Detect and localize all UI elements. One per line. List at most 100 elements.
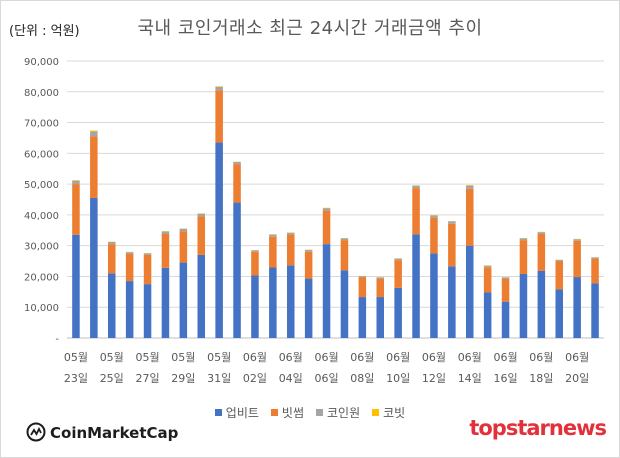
x-tick-label-day: 14일 [458,371,482,385]
bar-segment [591,283,599,338]
legend-label: 빗썸 [281,406,304,420]
legend-swatch [316,409,323,416]
x-tick-label-month: 05월 [100,351,124,364]
x-tick-label-day: 04일 [279,371,303,385]
x-tick-label-day: 25일 [100,371,124,385]
legend-label: 업비트 [225,406,259,420]
bar-segment [555,289,564,338]
bar-segment [501,301,510,338]
bar-segment [161,231,170,234]
x-tick-label-month: 06월 [458,351,482,364]
bar-segment [448,221,456,224]
bar-segment [233,161,241,165]
y-tick-label: 90,000 [24,57,59,68]
bar-segment [197,213,206,217]
bar-segment [537,270,546,338]
x-tick-label-month: 05월 [171,351,195,364]
bar-segment [72,180,80,185]
x-tick-label-month: 05월 [64,351,88,364]
bar-segment [233,202,241,338]
bar-segment [90,130,98,132]
legend-item: 업비트 [214,404,259,421]
bar-segment [304,251,313,279]
bar-segment [448,266,456,338]
bar-segment [125,252,134,254]
bar-segment [519,240,528,274]
bar-segment [394,260,402,288]
bar-segment [179,262,188,338]
bar-segment [143,284,152,338]
y-tick-label: - [55,334,59,345]
chart-plot: - 10,000 20,000 30,000 40,000 50,000 60,000 70,… [24,57,604,385]
bar-segment [555,261,564,290]
bar-segment [537,233,546,271]
bar-segment [555,259,564,262]
coinmarketcap-text: CoinMarketCap [50,424,179,442]
x-tick-label-month: 06월 [314,351,338,364]
bar-segment [340,238,349,241]
bar-segment [304,249,313,252]
topstarnews-logo: topstarnews [469,416,607,440]
bar-segment [90,136,98,198]
bar-segment [251,251,259,276]
x-tick-label-month: 06월 [350,351,374,364]
bar-segment [394,258,402,261]
coinmarketcap-icon [26,422,46,442]
bar-segment [537,232,546,234]
bar-segment [215,142,223,338]
bar-segment [376,277,385,279]
legend-item: 코빗 [372,404,405,421]
bar-segment [107,244,116,274]
unit-label: (단위 : 억원) [9,24,80,39]
bar-segment [251,250,259,252]
bar-segment [215,86,223,87]
bar-segment [322,210,331,245]
bar-segment [143,253,152,255]
bar-segment [430,215,438,218]
y-tick-label: 40,000 [24,211,59,222]
legend-item: 코인원 [316,404,360,421]
bar-segment [376,297,385,338]
bar-segment [501,278,510,302]
bar-segment [412,185,420,189]
x-tick-label-month: 06월 [493,351,517,364]
bar-segment [358,277,367,298]
bar-segment [573,277,581,338]
x-tick-label-month: 06월 [386,351,410,364]
y-tick-label: 30,000 [24,242,59,253]
bar-segment [412,188,420,235]
bar-segment [215,86,223,91]
bar-segment [340,270,349,338]
chart-legend: 업비트 빗썸 코인원 코빗 [0,404,620,421]
bar-segment [286,265,295,338]
bar-segment [465,188,474,246]
x-tick-label-day: 12일 [422,371,446,385]
bar-segment [465,245,474,338]
bar-segment [304,278,313,338]
bar-segment [286,234,295,266]
x-tick-label-day: 10일 [386,371,410,385]
bar-segment [483,292,492,338]
y-tick-label: 60,000 [24,149,59,160]
y-tick-label: 10,000 [24,303,59,314]
bar-segment [90,197,98,338]
bar-segment [107,241,116,245]
bar-segment [465,185,474,186]
bar-segment [322,244,331,338]
y-tick-label: 20,000 [24,272,59,283]
x-tick-label-day: 16일 [493,371,517,385]
bar-segment [358,297,367,338]
bar-segment [376,278,385,298]
x-tick-label-day: 23일 [64,371,88,385]
bar-segment [483,267,492,293]
bar-segment [519,273,528,338]
bar-segment [125,253,134,282]
bar-segment [448,223,456,267]
bar-segment [72,184,80,235]
x-tick-label-month: 06월 [243,351,267,364]
bar-segment [215,90,223,143]
bar-segment [179,228,188,232]
bar-segment [72,234,80,338]
bar-segment [90,131,98,137]
bar-segment [269,234,277,237]
